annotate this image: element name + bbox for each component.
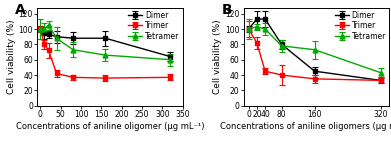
X-axis label: Concentrations of aniline oligomer (μg mL⁻¹): Concentrations of aniline oligomer (μg m… [16,122,204,131]
Text: A: A [15,3,26,17]
Y-axis label: Cell viability (%): Cell viability (%) [7,19,16,94]
Y-axis label: Cell viability (%): Cell viability (%) [213,19,222,94]
Text: B: B [222,3,232,17]
X-axis label: Concentrations of aniline oligomers (μg mL⁻¹): Concentrations of aniline oligomers (μg … [220,122,391,131]
Legend: Dimer, Trimer, Tetramer: Dimer, Trimer, Tetramer [333,9,387,42]
Legend: Dimer, Trimer, Tetramer: Dimer, Trimer, Tetramer [127,9,181,42]
